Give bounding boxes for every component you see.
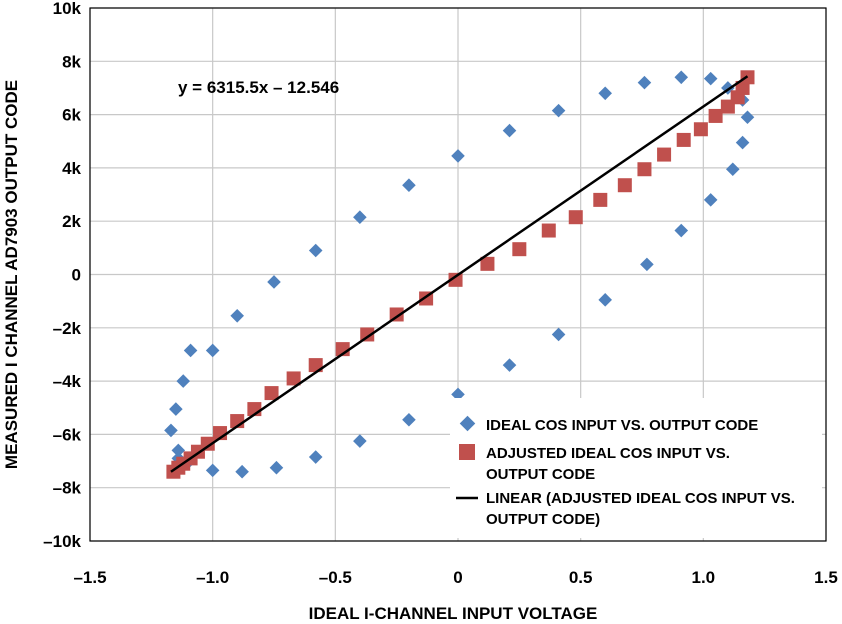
data-point-diamond [308, 243, 323, 258]
x-tick-label: 1.5 [814, 568, 838, 587]
legend: IDEAL COS INPUT VS. OUTPUT CODE ADJUSTED… [450, 398, 822, 538]
y-axis-title: MEASURED I CHANNEL AD7903 OUTPUT CODE [2, 80, 21, 469]
y-tick-label: –8k [53, 479, 82, 498]
y-tick-label: –4k [53, 372, 82, 391]
data-point-diamond [725, 162, 740, 177]
legend-label-linear: LINEAR (ADJUSTED IDEAL COS INPUT VS. OUTP… [486, 490, 795, 528]
x-axis-ticks: –1.5 –1.0 –0.5 0 0.5 1.0 1.5 [73, 568, 837, 587]
y-tick-label: –10k [43, 532, 81, 551]
data-point-diamond [451, 387, 465, 402]
data-point-square [512, 242, 527, 257]
data-point-diamond [551, 327, 566, 342]
series-layer [164, 70, 755, 479]
data-point-square [617, 178, 632, 193]
data-point-diamond [164, 423, 178, 438]
y-tick-label: –2k [53, 319, 82, 338]
legend-label-adjusted: ADJUSTED IDEAL COS INPUT VS. OUTPUT CODE [486, 445, 730, 483]
trendline-equation: y = 6315.5x – 12.546 [178, 78, 339, 97]
data-point-diamond [740, 110, 755, 125]
data-point-diamond [637, 75, 652, 90]
data-point-diamond [230, 309, 244, 323]
data-point-square [200, 436, 215, 451]
data-point-square [264, 386, 279, 401]
data-point-diamond [235, 464, 249, 479]
data-point-square [657, 147, 672, 162]
data-point-diamond [640, 257, 654, 272]
y-tick-label: 2k [62, 212, 81, 231]
data-point-diamond [205, 343, 220, 358]
legend-entry-adjusted: ADJUSTED IDEAL COS INPUT VS. OUTPUT CODE [459, 444, 730, 483]
data-point-square [286, 371, 301, 386]
data-point-square [541, 223, 556, 238]
data-point-diamond [735, 135, 750, 150]
data-point-square [448, 272, 463, 287]
data-point-diamond [205, 463, 220, 478]
y-tick-label: 8k [62, 52, 81, 71]
data-point-diamond [267, 275, 281, 289]
plot-frame [89, 7, 827, 542]
data-point-square [568, 210, 583, 225]
legend-label-ideal: IDEAL COS INPUT VS. OUTPUT CODE [486, 417, 758, 434]
data-point-square [693, 122, 708, 137]
data-point-diamond [169, 402, 183, 416]
data-point-diamond [183, 343, 198, 358]
legend-background [450, 398, 822, 538]
x-tick-label: 0.5 [569, 568, 593, 587]
x-tick-label: 0 [453, 568, 462, 587]
y-tick-label: 4k [62, 159, 81, 178]
y-tick-label: 10k [53, 0, 82, 18]
data-point-diamond [451, 149, 465, 163]
legend-entry-linear: LINEAR (ADJUSTED IDEAL COS INPUT VS. OUTP… [456, 490, 795, 528]
linear-trendline [170, 75, 749, 473]
data-point-square [480, 256, 495, 271]
y-tick-label: 6k [62, 106, 81, 125]
data-point-square [637, 162, 652, 177]
data-point-square [676, 132, 691, 147]
data-point-square [593, 192, 608, 207]
x-axis-title: IDEAL I-CHANNEL INPUT VOLTAGE [309, 604, 598, 623]
data-point-diamond [308, 450, 323, 464]
x-tick-label: –1.5 [73, 568, 106, 587]
legend-marker-square [459, 444, 475, 460]
data-point-diamond [598, 86, 612, 101]
legend-entry-ideal: IDEAL COS INPUT VS. OUTPUT CODE [459, 415, 758, 434]
x-tick-label: 1.0 [692, 568, 716, 587]
data-point-diamond [551, 103, 566, 118]
data-point-diamond [402, 412, 416, 427]
data-point-square [735, 80, 750, 95]
data-point-diamond [353, 434, 367, 448]
data-point-diamond [598, 293, 612, 307]
y-axis-ticks: –10k –8k –6k –4k –2k 0 2k 4k 6k 8k 10k [43, 0, 81, 551]
x-tick-label: –0.5 [319, 568, 352, 587]
data-point-diamond [171, 443, 186, 458]
x-tick-label: –1.0 [196, 568, 229, 587]
data-point-square [360, 327, 375, 342]
data-point-diamond [269, 460, 284, 475]
data-point-diamond [353, 210, 367, 224]
data-point-square [708, 108, 723, 123]
y-tick-label: 0 [72, 266, 81, 285]
y-tick-label: –6k [53, 425, 82, 444]
data-point-diamond [402, 178, 416, 193]
data-point-diamond [176, 374, 191, 388]
